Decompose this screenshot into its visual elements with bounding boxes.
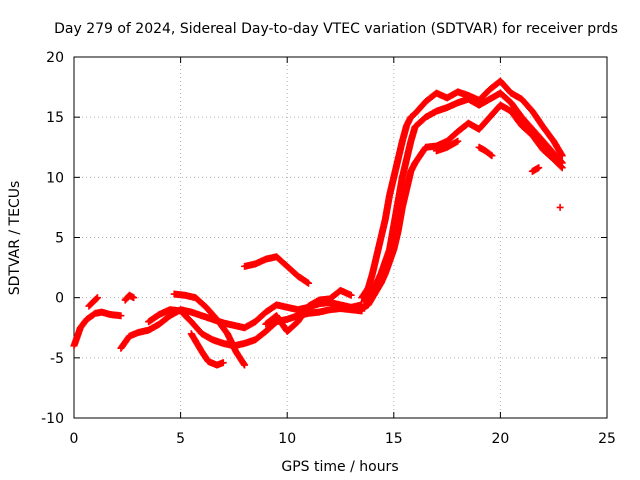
- chart-title: Day 279 of 2024, Sidereal Day-to-day VTE…: [54, 21, 618, 37]
- x-tick-label: 5: [176, 431, 185, 447]
- data-series-arc-2: [85, 294, 101, 310]
- data-points: [70, 77, 566, 369]
- data-point: [558, 164, 566, 172]
- data-point: [535, 164, 543, 172]
- y-tick-label: 10: [46, 170, 64, 186]
- data-series-arc-9: [262, 286, 355, 335]
- x-axis-label: GPS time / hours: [281, 459, 398, 475]
- data-series-arc-3: [121, 291, 138, 304]
- plot-frame: [73, 56, 608, 419]
- data-point: [454, 137, 462, 145]
- data-point: [241, 361, 249, 369]
- x-tick-label: 25: [598, 431, 616, 447]
- data-series-arc-4: [117, 298, 366, 352]
- x-tick-label: 20: [491, 431, 509, 447]
- data-series-arc-6: [187, 330, 227, 369]
- data-series-arc-15: [528, 164, 543, 175]
- data-point: [556, 203, 564, 211]
- data-series-arc-16: [556, 203, 564, 211]
- data-point: [557, 163, 565, 171]
- x-tick-label: 0: [70, 431, 79, 447]
- x-tick-label: 10: [278, 431, 296, 447]
- data-point: [347, 291, 355, 299]
- data-point: [488, 152, 496, 160]
- data-series-arc-5: [145, 304, 366, 350]
- data-series-arc-7: [170, 290, 249, 369]
- data-point: [93, 294, 101, 302]
- data-point: [487, 151, 495, 159]
- y-tick-label: -5: [50, 351, 64, 367]
- data-series-arc-1: [70, 308, 125, 350]
- y-tick-label: 20: [46, 50, 64, 66]
- data-point: [219, 359, 227, 367]
- grid: [74, 57, 607, 418]
- y-tick-label: 0: [55, 291, 64, 307]
- y-tick-label: -10: [41, 411, 64, 427]
- data-series-arc-12: [356, 101, 566, 314]
- y-tick-label: 15: [46, 110, 64, 126]
- axis-ticks: 0 5 10 15 20 25 -10 -5 0 5 10 15 20: [41, 50, 616, 447]
- data-series-arc-13: [432, 137, 462, 155]
- y-axis-label: SDTVAR / TECUs: [7, 181, 23, 296]
- data-point: [130, 294, 138, 302]
- data-point: [93, 295, 101, 303]
- data-series-arc-14: [475, 143, 496, 160]
- x-tick-label: 15: [385, 431, 403, 447]
- y-tick-label: 5: [55, 231, 64, 247]
- data-series-arc-8: [241, 253, 313, 287]
- data-series-arc-10: [358, 77, 566, 302]
- data-point: [117, 312, 125, 320]
- data-point: [305, 279, 313, 287]
- data-point: [558, 152, 566, 160]
